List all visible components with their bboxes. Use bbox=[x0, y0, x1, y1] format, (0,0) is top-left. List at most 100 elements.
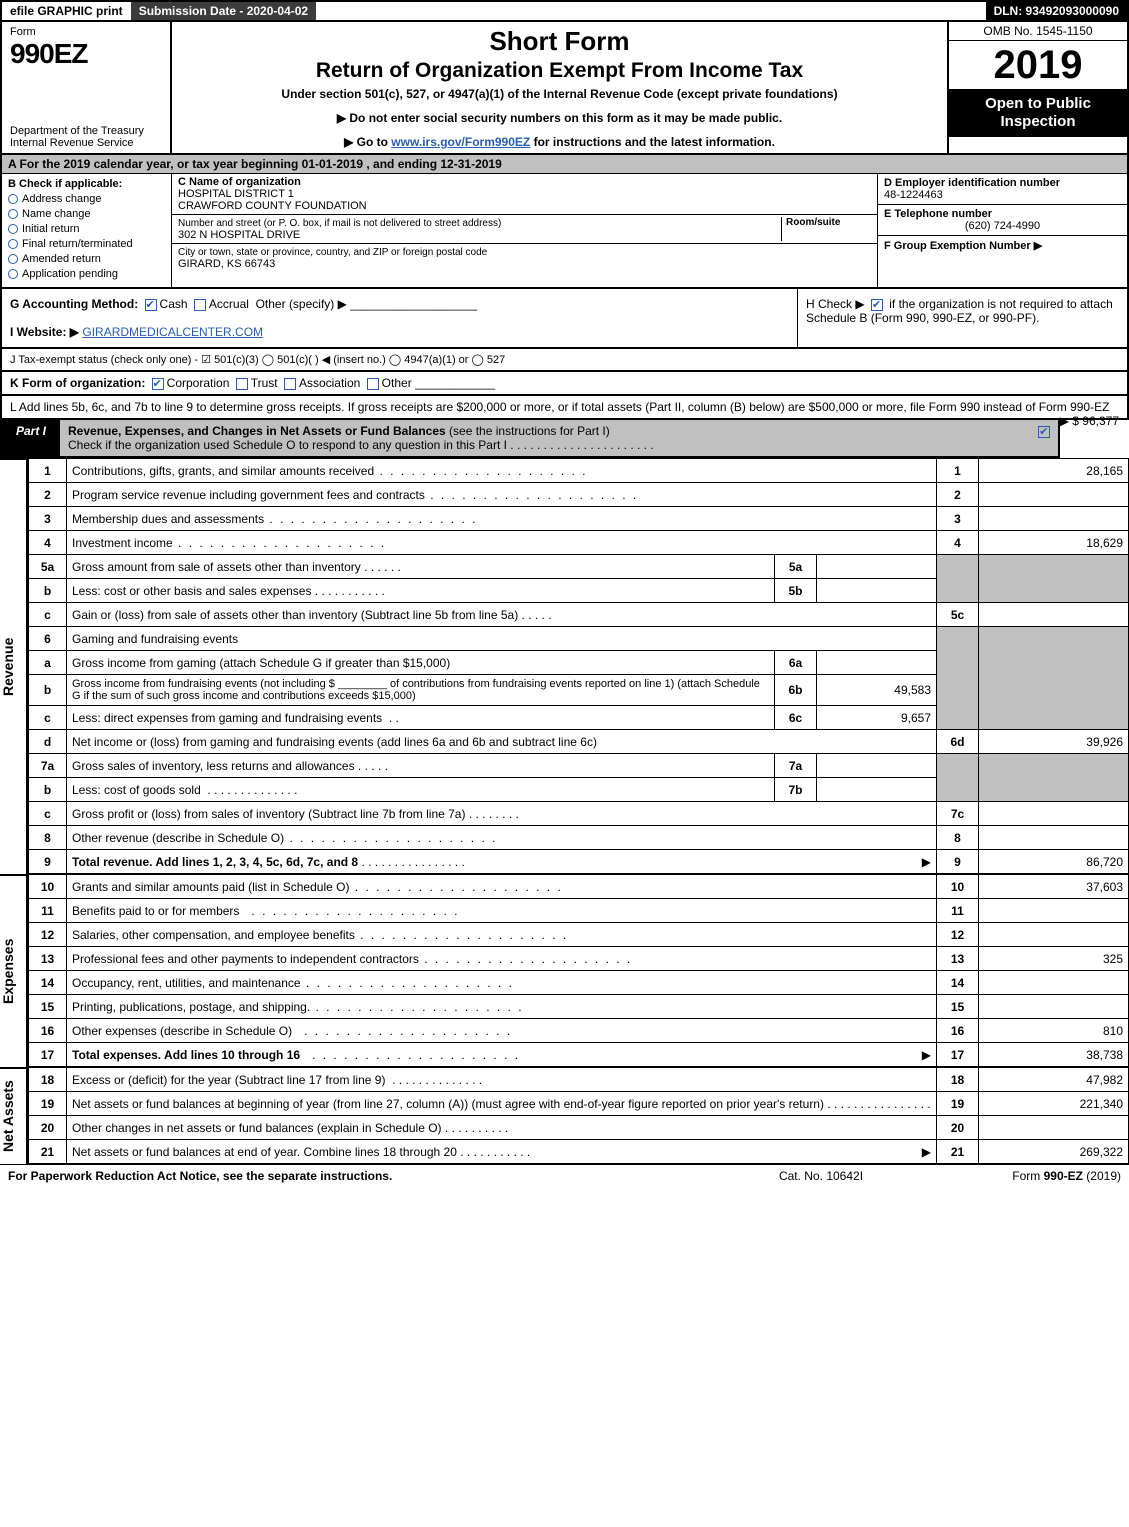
chk-other-org[interactable] bbox=[367, 378, 379, 390]
header-middle: Short Form Return of Organization Exempt… bbox=[172, 22, 947, 153]
ein-cell: D Employer identification number 48-1224… bbox=[878, 174, 1127, 205]
omb-number: OMB No. 1545-1150 bbox=[949, 22, 1127, 41]
line-6d: dNet income or (loss) from gaming and fu… bbox=[29, 730, 1129, 754]
chk-amended[interactable]: Amended return bbox=[8, 253, 165, 265]
netassets-table: 18Excess or (deficit) for the year (Subt… bbox=[28, 1067, 1129, 1164]
box-def: D Employer identification number 48-1224… bbox=[877, 174, 1127, 287]
line-7c: cGross profit or (loss) from sales of in… bbox=[29, 802, 1129, 826]
line-2: 2Program service revenue including gover… bbox=[29, 483, 1129, 507]
line-12: 12Salaries, other compensation, and empl… bbox=[29, 923, 1129, 947]
dept-irs: Internal Revenue Service bbox=[10, 137, 162, 149]
tel-value: (620) 724-4990 bbox=[884, 220, 1121, 232]
goto-pre: ▶ Go to bbox=[344, 135, 391, 149]
chk-address-change[interactable]: Address change bbox=[8, 193, 165, 205]
line-7a: 7aGross sales of inventory, less returns… bbox=[29, 754, 1129, 778]
line-10: 10Grants and similar amounts paid (list … bbox=[29, 875, 1129, 899]
paperwork-notice: For Paperwork Reduction Act Notice, see … bbox=[8, 1169, 721, 1183]
submission-date: Submission Date - 2020-04-02 bbox=[131, 2, 316, 20]
chk-corporation[interactable] bbox=[152, 378, 164, 390]
tax-year: 2019 bbox=[949, 41, 1127, 89]
org-name-2: CRAWFORD COUNTY FOUNDATION bbox=[178, 200, 367, 212]
efile-label[interactable]: efile GRAPHIC print bbox=[2, 2, 131, 20]
chk-schedule-b[interactable] bbox=[871, 299, 883, 311]
netassets-label: Net Assets bbox=[0, 1067, 28, 1164]
box-b: B Check if applicable: Address change Na… bbox=[2, 174, 172, 287]
short-form-title: Short Form bbox=[182, 26, 937, 57]
line-13: 13Professional fees and other payments t… bbox=[29, 947, 1129, 971]
addr-label: Number and street (or P. O. box, if mail… bbox=[178, 218, 501, 229]
line-9: 9Total revenue. Add lines 1, 2, 3, 4, 5c… bbox=[29, 850, 1129, 874]
website-link[interactable]: GIRARDMEDICALCENTER.COM bbox=[82, 325, 263, 339]
org-name-cell: C Name of organization HOSPITAL DISTRICT… bbox=[172, 174, 877, 215]
line-19: 19Net assets or fund balances at beginni… bbox=[29, 1092, 1129, 1116]
line-16: 16Other expenses (describe in Schedule O… bbox=[29, 1019, 1129, 1043]
netassets-section: Net Assets 18Excess or (deficit) for the… bbox=[0, 1067, 1129, 1164]
header-right: OMB No. 1545-1150 2019 Open to Public In… bbox=[947, 22, 1127, 153]
line-3: 3Membership dues and assessments3 bbox=[29, 507, 1129, 531]
org-name-1: HOSPITAL DISTRICT 1 bbox=[178, 188, 294, 200]
line-15: 15Printing, publications, postage, and s… bbox=[29, 995, 1129, 1019]
line-20: 20Other changes in net assets or fund ba… bbox=[29, 1116, 1129, 1140]
part-1-tag: Part I bbox=[2, 420, 60, 456]
chk-accrual[interactable] bbox=[194, 299, 206, 311]
page-footer: For Paperwork Reduction Act Notice, see … bbox=[0, 1164, 1129, 1187]
tel-label: E Telephone number bbox=[884, 208, 992, 220]
line-11: 11Benefits paid to or for members 11 bbox=[29, 899, 1129, 923]
goto-note: ▶ Go to www.irs.gov/Form990EZ for instru… bbox=[182, 135, 937, 149]
chk-name-change[interactable]: Name change bbox=[8, 208, 165, 220]
header-left: Form 990EZ Department of the Treasury In… bbox=[2, 22, 172, 153]
form-ref: Form 990-EZ (2019) bbox=[921, 1169, 1121, 1183]
chk-final-return[interactable]: Final return/terminated bbox=[8, 238, 165, 250]
row-l: L Add lines 5b, 6c, and 7b to line 9 to … bbox=[0, 396, 1129, 420]
expenses-label: Expenses bbox=[0, 874, 28, 1067]
line-6: 6Gaming and fundraising events bbox=[29, 627, 1129, 651]
chk-initial-return[interactable]: Initial return bbox=[8, 223, 165, 235]
line-17: 17Total expenses. Add lines 10 through 1… bbox=[29, 1043, 1129, 1067]
chk-pending[interactable]: Application pending bbox=[8, 268, 165, 280]
room-suite: Room/suite bbox=[781, 217, 871, 241]
org-city: GIRARD, KS 66743 bbox=[178, 258, 275, 270]
part-1-checkbox[interactable] bbox=[1030, 420, 1058, 456]
irs-link[interactable]: www.irs.gov/Form990EZ bbox=[391, 135, 530, 149]
ein-label: D Employer identification number bbox=[884, 177, 1060, 189]
l-amount: ▶ $ 96,377 bbox=[1060, 414, 1119, 428]
line-5a: 5aGross amount from sale of assets other… bbox=[29, 555, 1129, 579]
line-4: 4Investment income418,629 bbox=[29, 531, 1129, 555]
chk-association[interactable] bbox=[284, 378, 296, 390]
row-j-tax-exempt: J Tax-exempt status (check only one) - ☑… bbox=[0, 349, 1129, 372]
org-name-label: C Name of organization bbox=[178, 176, 301, 188]
line-21: 21Net assets or fund balances at end of … bbox=[29, 1140, 1129, 1164]
group-exemption: F Group Exemption Number ▶ bbox=[878, 236, 1127, 255]
l-text: L Add lines 5b, 6c, and 7b to line 9 to … bbox=[10, 400, 1109, 414]
line-5c: cGain or (loss) from sale of assets othe… bbox=[29, 603, 1129, 627]
k-label: K Form of organization: bbox=[10, 376, 145, 390]
group-exemption-label: F Group Exemption Number ▶ bbox=[884, 240, 1042, 252]
open-to-public: Open to Public Inspection bbox=[949, 89, 1127, 137]
box-b-title: B Check if applicable: bbox=[8, 178, 165, 190]
dept-treasury: Department of the Treasury bbox=[10, 125, 162, 137]
org-address: 302 N HOSPITAL DRIVE bbox=[178, 229, 300, 241]
part-1-title: Revenue, Expenses, and Changes in Net As… bbox=[60, 420, 1030, 456]
main-title: Return of Organization Exempt From Incom… bbox=[182, 59, 937, 83]
expenses-section: Expenses 10Grants and similar amounts pa… bbox=[0, 874, 1129, 1067]
chk-trust[interactable] bbox=[236, 378, 248, 390]
chk-cash[interactable] bbox=[145, 299, 157, 311]
form-header: Form 990EZ Department of the Treasury In… bbox=[0, 22, 1129, 155]
org-city-cell: City or town, state or province, country… bbox=[172, 244, 877, 272]
under-section: Under section 501(c), 527, or 4947(a)(1)… bbox=[182, 87, 937, 101]
org-addr-cell: Number and street (or P. O. box, if mail… bbox=[172, 215, 877, 244]
dln: DLN: 93492093000090 bbox=[986, 2, 1127, 20]
form-word: Form bbox=[10, 26, 162, 38]
expenses-table: 10Grants and similar amounts paid (list … bbox=[28, 874, 1129, 1067]
spacer bbox=[316, 2, 985, 20]
top-bar: efile GRAPHIC print Submission Date - 20… bbox=[0, 0, 1129, 22]
ssn-note: ▶ Do not enter social security numbers o… bbox=[182, 111, 937, 125]
ein-value: 48-1224463 bbox=[884, 189, 943, 201]
row-h: H Check ▶ if the organization is not req… bbox=[797, 289, 1127, 347]
city-label: City or town, state or province, country… bbox=[178, 247, 487, 258]
row-a-tax-year: A For the 2019 calendar year, or tax yea… bbox=[0, 155, 1129, 173]
part-1-header: Part I Revenue, Expenses, and Changes in… bbox=[0, 420, 1060, 458]
revenue-label: Revenue bbox=[0, 458, 28, 874]
form-number: 990EZ bbox=[10, 38, 162, 70]
g-label: G Accounting Method: bbox=[10, 297, 138, 311]
